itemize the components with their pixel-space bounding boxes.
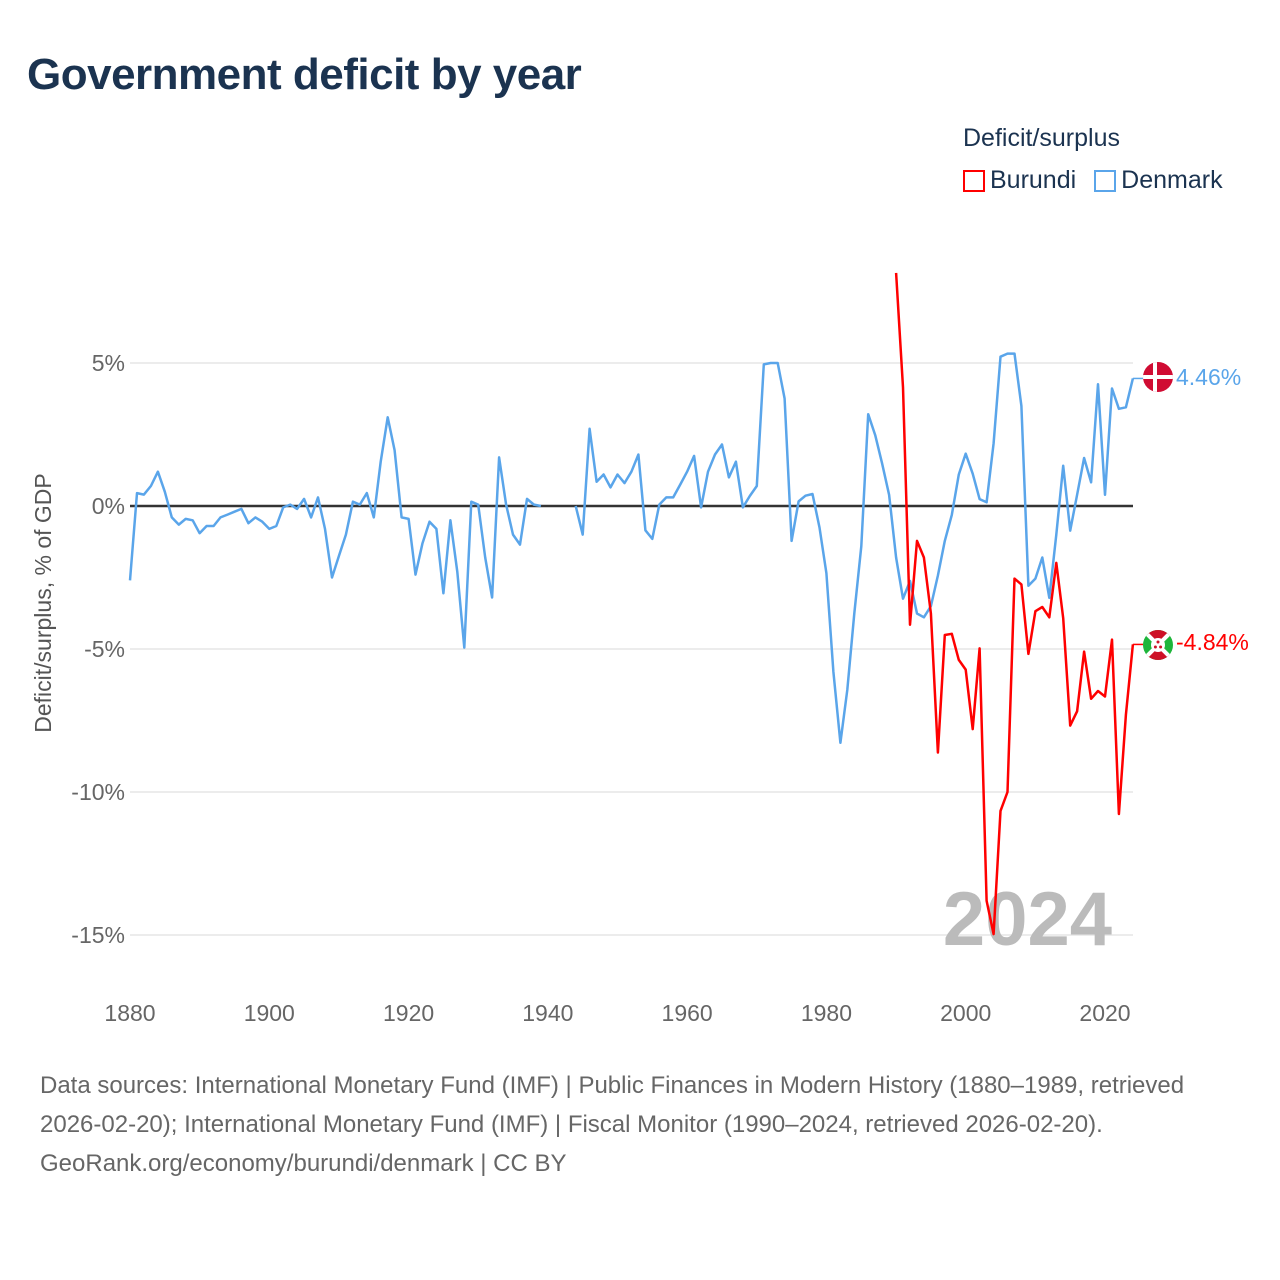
y-tick-label: 5% (92, 350, 125, 376)
legend-item-burundi[interactable]: Burundi (963, 166, 1076, 195)
y-axis-label: Deficit/surplus, % of GDP (30, 473, 56, 732)
credit-link[interactable]: GeoRank.org/economy/burundi/denmark | CC… (40, 1150, 567, 1177)
series-line-burundi (894, 272, 1135, 936)
denmark-end-label: 4.46% (1176, 364, 1241, 390)
legend-swatch-burundi (963, 169, 985, 192)
x-tick-label: 1940 (522, 1000, 573, 1026)
legend-label-burundi: Burundi (990, 166, 1077, 194)
burundi-end-label: -4.84% (1176, 629, 1249, 655)
y-tick-label: -15% (71, 922, 125, 948)
legend-label-denmark: Denmark (1121, 166, 1223, 194)
x-tick-label: 1960 (662, 1000, 713, 1026)
footer: Data sources: International Monetary Fun… (40, 1066, 1240, 1183)
legend: Burundi Denmark (963, 166, 1223, 195)
burundi-flag-icon (1143, 630, 1173, 660)
y-axis-ticks: 5% 0% -5% -10% -15% (71, 350, 125, 948)
x-tick-label: 1900 (244, 1000, 295, 1026)
x-tick-label: 1980 (801, 1000, 852, 1026)
x-axis-ticks: 1880 1900 1920 1940 1960 1980 2000 2020 (104, 1000, 1130, 1026)
legend-title: Deficit/surplus (963, 124, 1120, 152)
grid (130, 362, 1133, 936)
y-tick-label: -10% (71, 779, 125, 805)
data-sources: Data sources: International Monetary Fun… (40, 1072, 1185, 1138)
legend-item-denmark[interactable]: Denmark (1094, 166, 1223, 195)
x-tick-label: 2020 (1079, 1000, 1130, 1026)
x-tick-label: 1880 (104, 1000, 155, 1026)
series-line-denmark (128, 352, 1135, 745)
year-watermark: 2024 (943, 877, 1112, 962)
y-tick-label: 0% (92, 493, 125, 519)
legend-swatch-denmark (1094, 169, 1117, 192)
x-tick-label: 1920 (383, 1000, 434, 1026)
y-tick-label: -5% (84, 636, 125, 662)
page-title: Government deficit by year (27, 50, 582, 99)
x-tick-label: 2000 (940, 1000, 991, 1026)
denmark-flag-icon (1143, 362, 1173, 392)
series-lines (128, 272, 1143, 936)
